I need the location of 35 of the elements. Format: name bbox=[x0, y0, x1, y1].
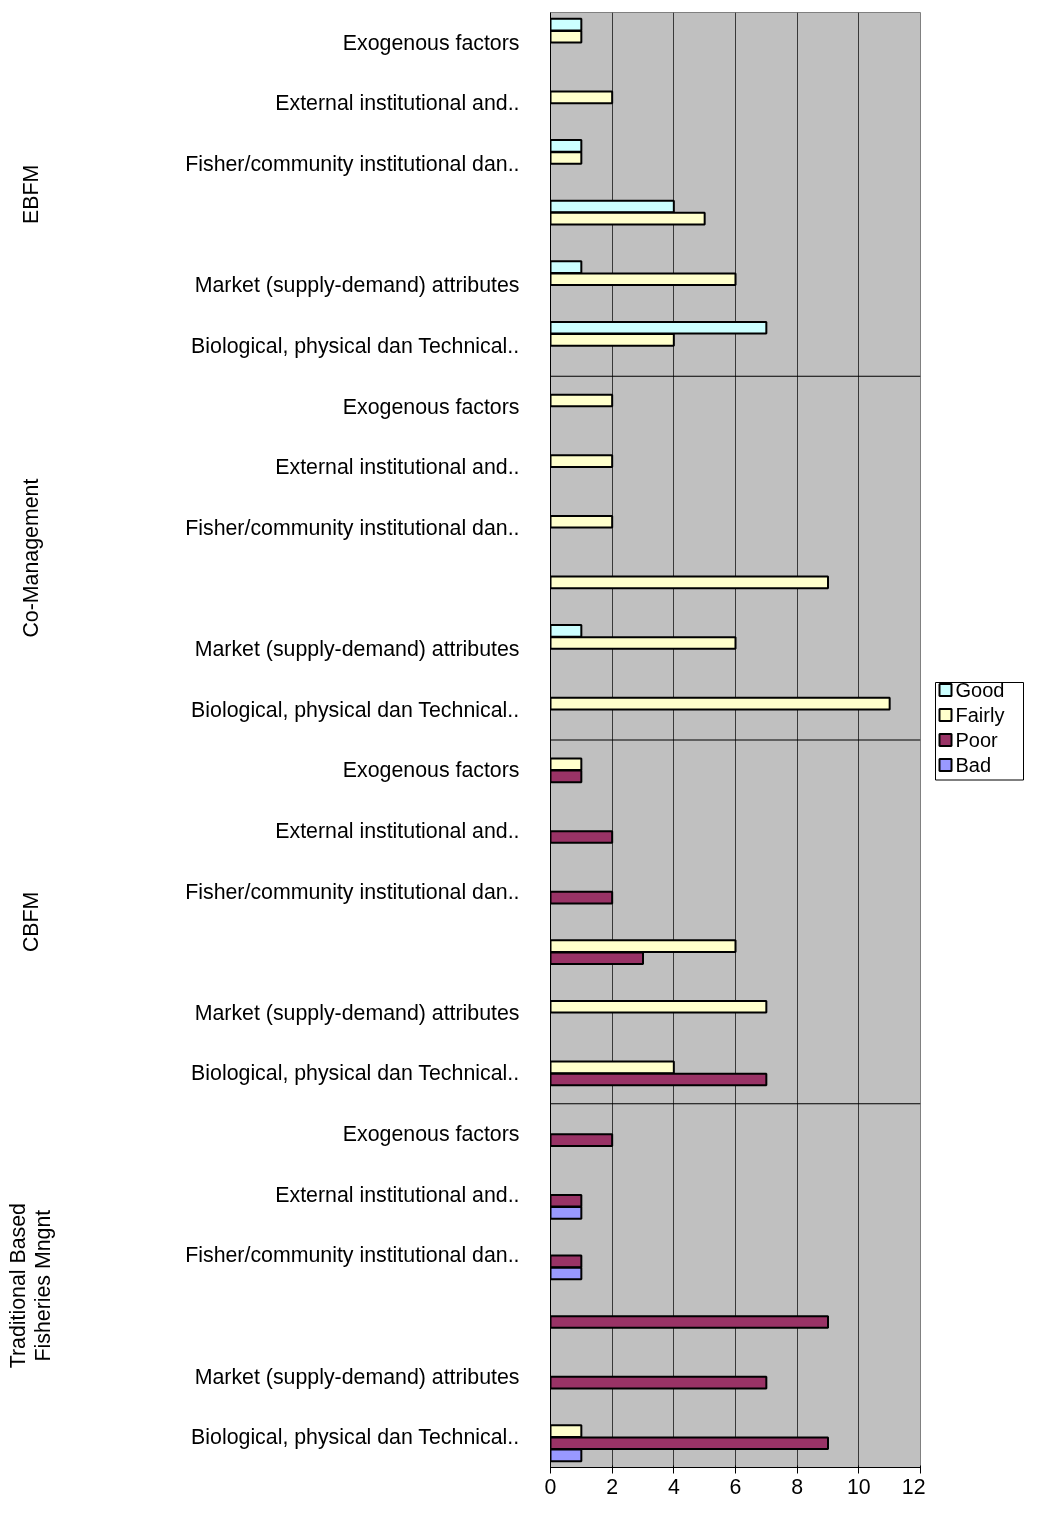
text: CBFM bbox=[18, 891, 43, 953]
legend-label: Bad bbox=[955, 754, 992, 776]
y-tick-label: Fisher/community institutional dan.. bbox=[185, 152, 520, 177]
y-tick-label: Biological, physical dan Technical.. bbox=[191, 1425, 520, 1450]
y-tick-label: Exogenous factors bbox=[342, 1122, 520, 1147]
legend-label: Poor bbox=[955, 729, 999, 751]
x-tick-label: 10 bbox=[846, 1474, 871, 1499]
y-tick-label: Fisher/community institutional dan.. bbox=[185, 879, 520, 904]
y-tick-label: Market (supply-demand) attributes bbox=[194, 637, 520, 662]
y-tick-label: Fisher/community institutional dan.. bbox=[185, 1243, 520, 1268]
y-tick-label: External institutional and.. bbox=[275, 91, 520, 116]
y-tick-label: Market (supply-demand) attributes bbox=[194, 1364, 520, 1389]
y-tick-label: Exogenous factors bbox=[342, 394, 520, 419]
x-tick-label: 0 bbox=[544, 1474, 557, 1499]
y-tick-label: Biological, physical dan Technical.. bbox=[191, 697, 520, 722]
y-tick-label: Exogenous factors bbox=[342, 30, 520, 55]
x-tick-label: 12 bbox=[901, 1474, 926, 1499]
text: Traditional Based Fisheries Mngnt bbox=[5, 1203, 56, 1369]
text: Co-Management bbox=[18, 478, 43, 638]
legend-label: Good bbox=[955, 679, 1005, 701]
y-tick-label: External institutional and.. bbox=[275, 818, 520, 843]
x-tick-label: 8 bbox=[791, 1474, 804, 1499]
y-tick-label: External institutional and.. bbox=[275, 455, 520, 480]
text: EBFM bbox=[18, 164, 43, 224]
legend-label: Fairly bbox=[955, 704, 1005, 726]
y-tick-label: Market (supply-demand) attributes bbox=[194, 273, 520, 298]
y-tick-label: Market (supply-demand) attributes bbox=[194, 1000, 520, 1025]
x-tick-label: 6 bbox=[729, 1474, 742, 1499]
x-tick-label: 4 bbox=[667, 1474, 680, 1499]
y-tick-label: Fisher/community institutional dan.. bbox=[185, 515, 520, 540]
y-tick-label: Biological, physical dan Technical.. bbox=[191, 1061, 520, 1086]
x-tick-label: 2 bbox=[606, 1474, 619, 1499]
y-tick-label: Biological, physical dan Technical.. bbox=[191, 333, 520, 358]
y-tick-label: External institutional and.. bbox=[275, 1182, 520, 1207]
y-tick-label: Exogenous factors bbox=[342, 758, 520, 783]
